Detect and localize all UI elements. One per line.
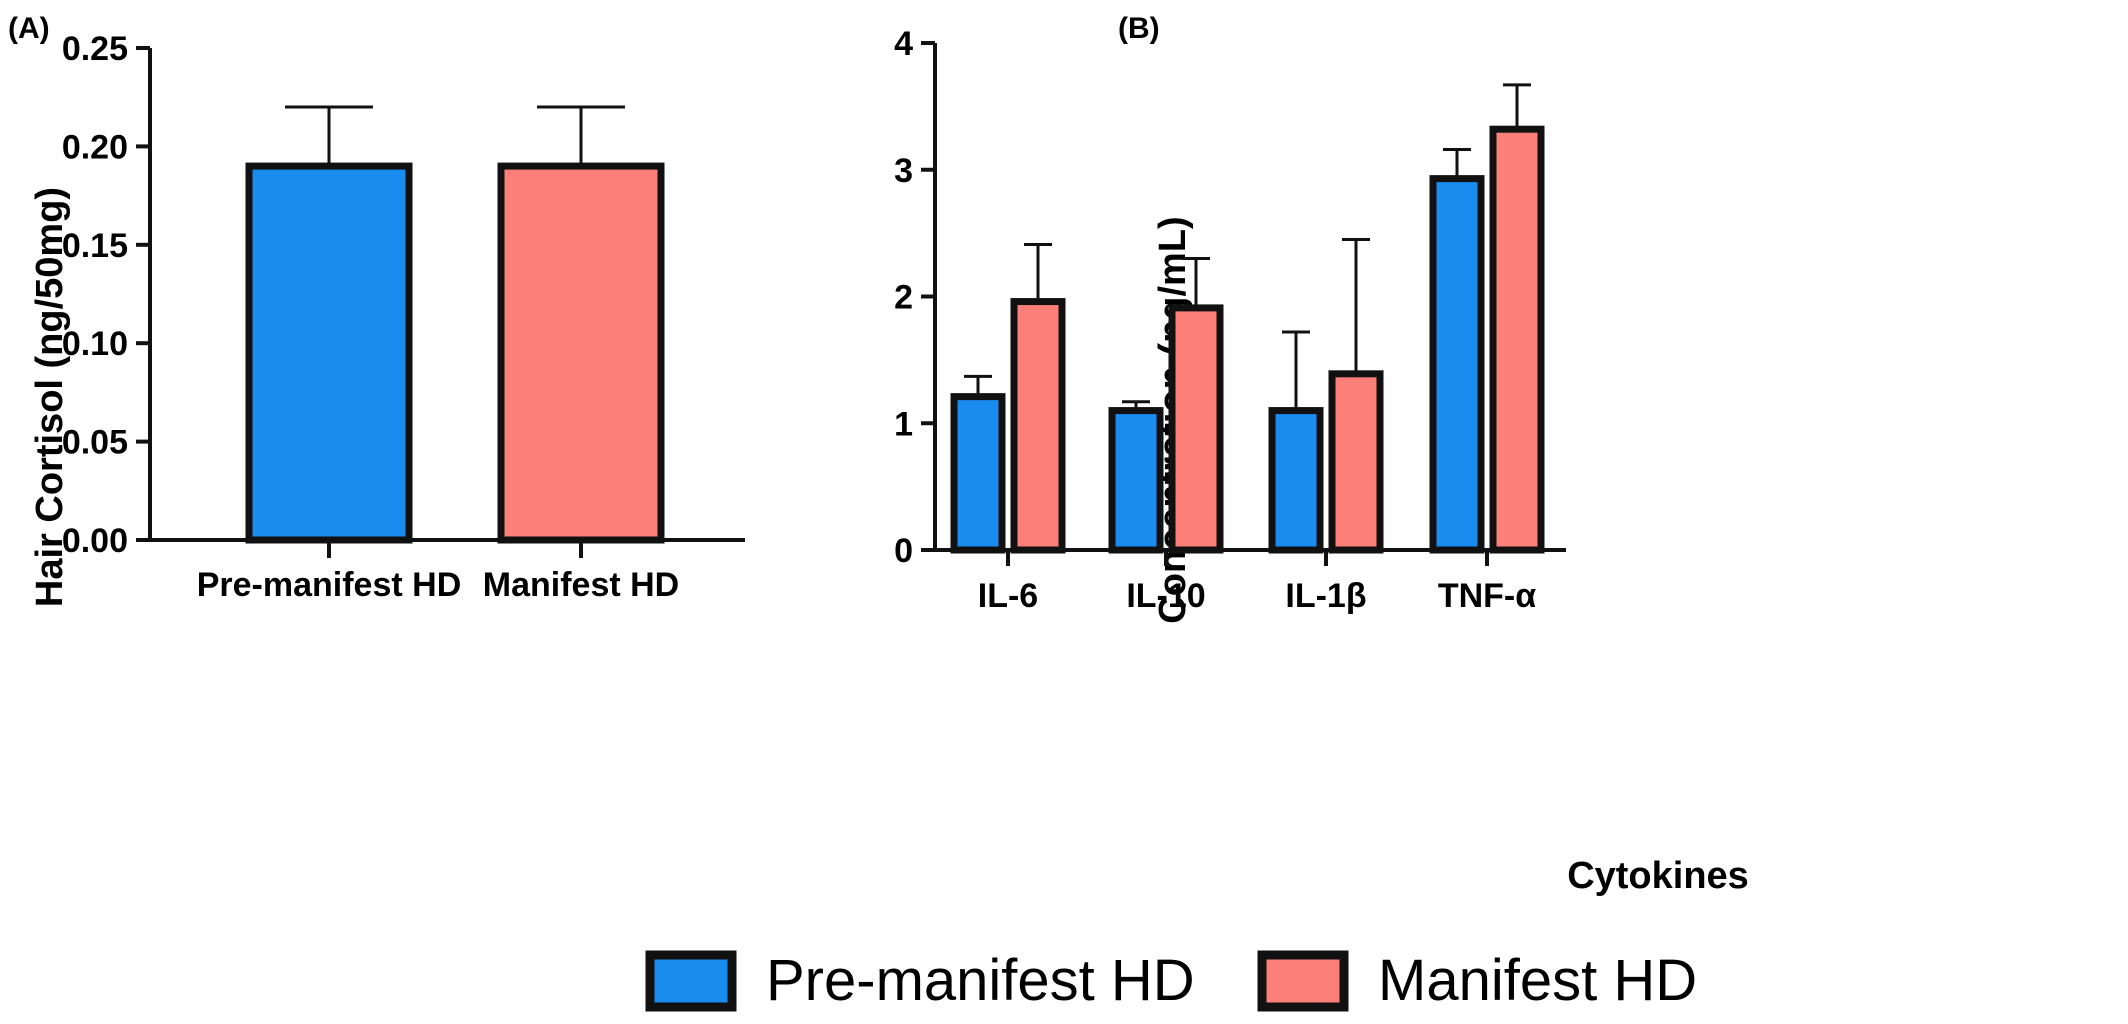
panel-a-category-label-manifest-hd: Manifest HD xyxy=(483,566,679,604)
panel-b-bar-il-1-manifest-hd xyxy=(1328,370,1384,554)
panel-a-bar-pre-manifest-hd xyxy=(245,162,413,544)
panel-b-category-label-il-10: IL-10 xyxy=(1126,577,1205,615)
panel-a-error-bars xyxy=(285,105,625,167)
panel-b-x-axis-title: Cytokines xyxy=(1567,855,1749,897)
panel-b-y-tick-label: 3 xyxy=(894,152,913,190)
panel-a-y-tick-label: 0.10 xyxy=(62,325,128,363)
panel-b-bar-il-1-pre-manifest-hd xyxy=(1268,407,1324,554)
panel-a-y-tick-label: 0.05 xyxy=(62,424,128,462)
panel-b-bar-il-6-manifest-hd xyxy=(1010,298,1066,554)
panel-b-bars xyxy=(950,125,1545,554)
panel-b-y-tick-label: 2 xyxy=(894,279,913,317)
panel-a-bars xyxy=(245,162,665,544)
panel-b-label: (B) xyxy=(1118,12,1160,45)
legend: Pre-manifest HD Manifest HD xyxy=(645,948,1697,1013)
panel-b-axes xyxy=(933,43,1566,552)
panel-b-error-bars xyxy=(964,83,1531,411)
panel-b-bar-il-10-manifest-hd xyxy=(1168,304,1224,554)
panel-b-category-label-il-6: IL-6 xyxy=(978,577,1038,615)
panel-a-y-tick-label: 0.15 xyxy=(62,227,128,265)
panel-a-y-tick-label: 0.00 xyxy=(62,522,128,560)
panel-b-category-labels: IL-6 IL-10 IL-1β TNF-α xyxy=(978,550,1536,615)
legend-label-pre-manifest: Pre-manifest HD xyxy=(766,948,1195,1013)
panel-a-category-label-pre-manifest-hd: Pre-manifest HD xyxy=(197,566,462,604)
panel-b-bar-tnf-manifest-hd xyxy=(1489,125,1545,554)
panel-a-label: (A) xyxy=(8,12,50,45)
panel-a-category-labels: Pre-manifest HD Manifest HD xyxy=(197,540,679,604)
panel-a-y-ticks: 0.00 0.05 0.10 0.15 0.20 0.25 xyxy=(62,30,150,560)
panel-b-y-tick-label: 1 xyxy=(894,405,913,443)
panel-b-y-ticks: 0 1 2 3 4 xyxy=(894,25,935,570)
legend-swatch-manifest xyxy=(1257,950,1349,1012)
panel-a-y-tick-label: 0.25 xyxy=(62,30,128,68)
panel-b-bar-tnf-pre-manifest-hd xyxy=(1429,175,1485,554)
panel-b-y-tick-label: 4 xyxy=(894,25,913,63)
panel-a-bar-manifest-hd xyxy=(497,162,665,544)
panel-b-bar-il-10-pre-manifest-hd xyxy=(1108,407,1164,554)
panel-a-y-axis-title: Hair Cortisol (ng/50mg) xyxy=(29,187,71,607)
panel-b-bar-il-6-pre-manifest-hd xyxy=(950,393,1006,554)
panel-a-chart: (A) Hair Cortisol (ng/50mg) 0.00 0.05 0.10… xyxy=(8,12,745,607)
panel-b-category-label-il-1: IL-1β xyxy=(1285,577,1366,615)
panel-a-axes xyxy=(148,48,745,542)
legend-label-manifest: Manifest HD xyxy=(1378,948,1697,1013)
legend-swatch-pre-manifest xyxy=(645,950,737,1012)
panel-b-category-label-tnf: TNF-α xyxy=(1438,577,1536,615)
panel-a-y-tick-label: 0.20 xyxy=(62,128,128,166)
panel-b-y-tick-label: 0 xyxy=(894,532,913,570)
